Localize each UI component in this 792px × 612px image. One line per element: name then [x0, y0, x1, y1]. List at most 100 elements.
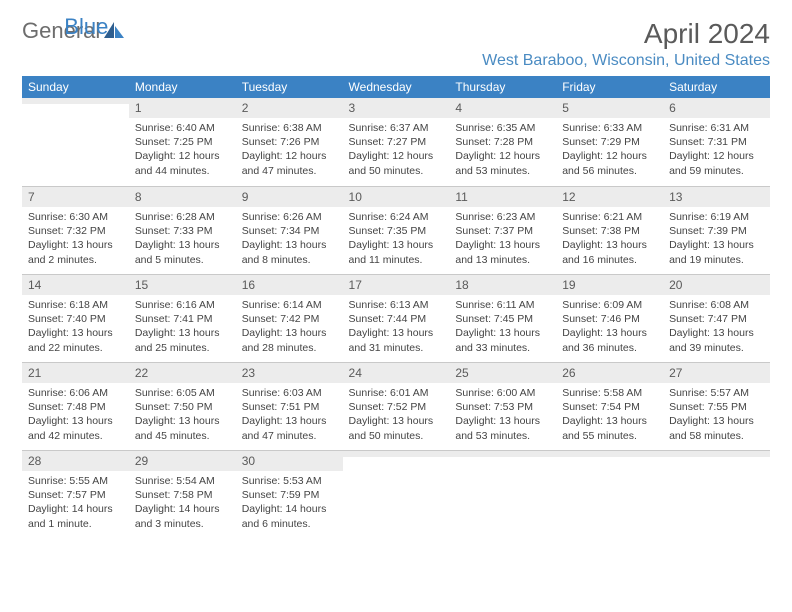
day-detail-line: Daylight: 14 hours — [242, 502, 337, 516]
day-detail-line: Sunset: 7:38 PM — [562, 224, 657, 238]
day-detail-line: Daylight: 13 hours — [562, 414, 657, 428]
day-detail-line: and 13 minutes. — [455, 253, 550, 267]
calendar-day-cell: 5Sunrise: 6:33 AMSunset: 7:29 PMDaylight… — [556, 98, 663, 186]
day-detail-line: Sunrise: 6:09 AM — [562, 298, 657, 312]
day-number — [449, 450, 556, 457]
day-details: Sunrise: 5:53 AMSunset: 7:59 PMDaylight:… — [236, 471, 343, 537]
day-details: Sunrise: 6:19 AMSunset: 7:39 PMDaylight:… — [663, 207, 770, 273]
calendar-week-row: 21Sunrise: 6:06 AMSunset: 7:48 PMDayligh… — [22, 362, 770, 450]
day-detail-line: Sunset: 7:59 PM — [242, 488, 337, 502]
day-detail-line: Daylight: 13 hours — [135, 326, 230, 340]
day-detail-line: Sunrise: 6:40 AM — [135, 121, 230, 135]
day-detail-line: and 58 minutes. — [669, 429, 764, 443]
calendar-day-cell: 24Sunrise: 6:01 AMSunset: 7:52 PMDayligh… — [343, 362, 450, 450]
calendar-table: SundayMondayTuesdayWednesdayThursdayFrid… — [22, 76, 770, 538]
calendar-day-cell: 27Sunrise: 5:57 AMSunset: 7:55 PMDayligh… — [663, 362, 770, 450]
location-label: West Baraboo, Wisconsin, United States — [482, 52, 770, 70]
day-header: Wednesday — [343, 76, 450, 98]
calendar-body: 1Sunrise: 6:40 AMSunset: 7:25 PMDaylight… — [22, 98, 770, 538]
day-detail-line: Daylight: 13 hours — [135, 238, 230, 252]
day-detail-line: and 11 minutes. — [349, 253, 444, 267]
day-number: 12 — [556, 186, 663, 207]
day-detail-line: Sunrise: 6:21 AM — [562, 210, 657, 224]
calendar-day-cell: 14Sunrise: 6:18 AMSunset: 7:40 PMDayligh… — [22, 274, 129, 362]
day-detail-line: and 50 minutes. — [349, 429, 444, 443]
day-detail-line: and 42 minutes. — [28, 429, 123, 443]
day-details: Sunrise: 6:33 AMSunset: 7:29 PMDaylight:… — [556, 118, 663, 184]
day-details: Sunrise: 6:05 AMSunset: 7:50 PMDaylight:… — [129, 383, 236, 449]
calendar-day-cell: 13Sunrise: 6:19 AMSunset: 7:39 PMDayligh… — [663, 186, 770, 274]
title-block: April 2024 West Baraboo, Wisconsin, Unit… — [482, 18, 770, 70]
day-detail-line: and 47 minutes. — [242, 429, 337, 443]
day-detail-line: and 44 minutes. — [135, 164, 230, 178]
day-detail-line: Sunset: 7:40 PM — [28, 312, 123, 326]
day-details — [22, 104, 129, 164]
calendar-day-cell: 17Sunrise: 6:13 AMSunset: 7:44 PMDayligh… — [343, 274, 450, 362]
day-details: Sunrise: 6:14 AMSunset: 7:42 PMDaylight:… — [236, 295, 343, 361]
day-details: Sunrise: 6:09 AMSunset: 7:46 PMDaylight:… — [556, 295, 663, 361]
day-detail-line: Daylight: 14 hours — [28, 502, 123, 516]
day-details: Sunrise: 6:40 AMSunset: 7:25 PMDaylight:… — [129, 118, 236, 184]
day-header: Saturday — [663, 76, 770, 98]
day-detail-line: Sunset: 7:28 PM — [455, 135, 550, 149]
day-number: 20 — [663, 274, 770, 295]
logo: General Blue — [22, 18, 172, 44]
day-detail-line: Sunrise: 6:18 AM — [28, 298, 123, 312]
day-detail-line: Sunrise: 6:35 AM — [455, 121, 550, 135]
calendar-empty-cell — [556, 450, 663, 538]
day-detail-line: Sunset: 7:44 PM — [349, 312, 444, 326]
day-detail-line: Daylight: 12 hours — [135, 149, 230, 163]
day-detail-line: Sunrise: 6:06 AM — [28, 386, 123, 400]
day-detail-line: and 28 minutes. — [242, 341, 337, 355]
day-detail-line: Daylight: 13 hours — [349, 238, 444, 252]
day-details — [663, 457, 770, 517]
day-detail-line: Sunrise: 5:57 AM — [669, 386, 764, 400]
day-detail-line: Sunrise: 5:55 AM — [28, 474, 123, 488]
day-detail-line: and 53 minutes. — [455, 164, 550, 178]
day-detail-line: Daylight: 13 hours — [242, 414, 337, 428]
day-number: 23 — [236, 362, 343, 383]
day-detail-line: Sunset: 7:54 PM — [562, 400, 657, 414]
day-number: 15 — [129, 274, 236, 295]
day-number: 24 — [343, 362, 450, 383]
calendar-day-cell: 2Sunrise: 6:38 AMSunset: 7:26 PMDaylight… — [236, 98, 343, 186]
day-details: Sunrise: 6:21 AMSunset: 7:38 PMDaylight:… — [556, 207, 663, 273]
day-detail-line: Sunrise: 6:08 AM — [669, 298, 764, 312]
day-detail-line: Sunset: 7:33 PM — [135, 224, 230, 238]
calendar-day-cell: 9Sunrise: 6:26 AMSunset: 7:34 PMDaylight… — [236, 186, 343, 274]
calendar-day-cell: 3Sunrise: 6:37 AMSunset: 7:27 PMDaylight… — [343, 98, 450, 186]
day-detail-line: Sunrise: 5:58 AM — [562, 386, 657, 400]
day-detail-line: and 47 minutes. — [242, 164, 337, 178]
calendar-day-cell: 28 Sunrise: 5:55 AMSunset: 7:57 PMDayligh… — [22, 450, 129, 538]
day-detail-line: Daylight: 12 hours — [349, 149, 444, 163]
day-detail-line: Sunset: 7:25 PM — [135, 135, 230, 149]
day-number — [556, 450, 663, 457]
day-detail-line: and 53 minutes. — [455, 429, 550, 443]
day-number: 29 — [129, 450, 236, 471]
day-number: 18 — [449, 274, 556, 295]
day-detail-line: Daylight: 13 hours — [562, 326, 657, 340]
day-detail-line: and 2 minutes. — [28, 253, 123, 267]
day-number: 14 — [22, 274, 129, 295]
day-details: Sunrise: 6:11 AMSunset: 7:45 PMDaylight:… — [449, 295, 556, 361]
day-detail-line: Daylight: 12 hours — [455, 149, 550, 163]
day-detail-line: Daylight: 13 hours — [242, 326, 337, 340]
day-number: 28 — [22, 450, 129, 471]
day-detail-line: Sunrise: 6:19 AM — [669, 210, 764, 224]
day-detail-line: Daylight: 13 hours — [28, 414, 123, 428]
day-number: 13 — [663, 186, 770, 207]
day-header: Monday — [129, 76, 236, 98]
day-detail-line: Sunrise: 6:26 AM — [242, 210, 337, 224]
day-detail-line: and 59 minutes. — [669, 164, 764, 178]
day-detail-line: Sunset: 7:41 PM — [135, 312, 230, 326]
calendar-page: General Blue April 2024 West Baraboo, Wi… — [0, 0, 792, 556]
day-detail-line: Sunset: 7:57 PM — [28, 488, 123, 502]
day-detail-line: and 1 minute. — [28, 517, 123, 531]
day-header: Thursday — [449, 76, 556, 98]
calendar-week-row: 14 Sunrise: 6:18 AMSunset: 7:40 PM Dayligh… — [22, 274, 770, 362]
day-detail-line: and 39 minutes. — [669, 341, 764, 355]
day-details: Sunrise: 6:35 AMSunset: 7:28 PMDaylight:… — [449, 118, 556, 184]
day-number: 2 — [236, 98, 343, 118]
day-detail-line: Daylight: 13 hours — [669, 414, 764, 428]
day-details: Sunrise: 6:24 AMSunset: 7:35 PMDaylight:… — [343, 207, 450, 273]
